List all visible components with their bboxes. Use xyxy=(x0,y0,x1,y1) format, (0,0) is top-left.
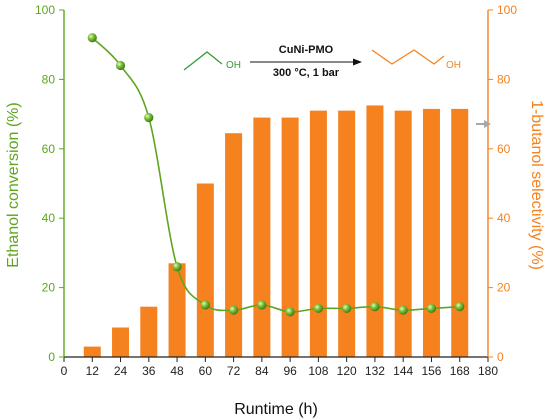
x-tick-label: 120 xyxy=(337,364,357,378)
conversion-point-168h xyxy=(455,302,465,312)
right-y-tick-label: 60 xyxy=(497,142,511,156)
left-y-tick-label: 20 xyxy=(42,281,56,295)
selectivity-bar-108h xyxy=(309,110,327,357)
x-tick-label: 12 xyxy=(86,364,100,378)
left-y-axis-title: Ethanol conversion (%) xyxy=(5,102,22,267)
selectivity-bar-156h xyxy=(422,108,440,358)
conversion-line xyxy=(91,37,460,313)
conversion-point-84h xyxy=(257,300,267,310)
tick-labels: 0 12 24 36 48 60 72 84 96 108 120 132 144 156 168 18002… xyxy=(35,3,517,378)
left-y-tick-label: 60 xyxy=(42,142,56,156)
conversion-point-12h xyxy=(87,33,97,43)
axes xyxy=(59,9,493,362)
x-tick-label: 132 xyxy=(365,364,385,378)
conversion-point-72h xyxy=(229,305,239,315)
conversion-point-108h xyxy=(313,303,323,314)
right-y-tick-label: 20 xyxy=(497,281,511,295)
x-tick-label: 108 xyxy=(308,364,328,378)
selectivity-bar-72h xyxy=(225,133,243,357)
selectivity-bar-144h xyxy=(394,110,412,357)
selectivity-bars xyxy=(83,105,469,358)
x-tick-label: 72 xyxy=(227,364,241,378)
reaction-arrowhead xyxy=(353,58,362,66)
selectivity-bar-24h xyxy=(112,327,130,357)
left-y-tick-label: 80 xyxy=(42,72,56,86)
x-tick-label: 168 xyxy=(450,364,470,378)
x-tick-label: 60 xyxy=(199,364,213,378)
conversion-point-120h xyxy=(342,303,352,314)
conversion-point-36h xyxy=(144,112,154,123)
x-tick-label: 144 xyxy=(393,364,413,378)
right-y-tick-label: 40 xyxy=(497,211,511,225)
left-y-tick-label: 0 xyxy=(48,350,55,364)
right-axis-indicator-arrow xyxy=(476,120,491,128)
conversion-point-24h xyxy=(115,60,126,71)
x-tick-label: 36 xyxy=(142,364,156,378)
right-y-axis-title: 1-butanol selectivity (%) xyxy=(528,100,545,270)
x-tick-label: 48 xyxy=(170,364,184,378)
right-y-tick-label: 0 xyxy=(497,350,504,364)
left-y-tick-label: 100 xyxy=(35,3,55,17)
selectivity-bar-60h xyxy=(196,183,214,357)
x-tick-label: 0 xyxy=(61,364,68,378)
product-oh-label: OH xyxy=(446,60,461,71)
ethanol-structure xyxy=(183,51,223,71)
selectivity-bar-96h xyxy=(281,117,299,357)
conversion-point-60h xyxy=(200,300,210,310)
selectivity-bar-168h xyxy=(451,108,469,358)
x-tick-label: 84 xyxy=(255,364,269,378)
x-tick-label: 156 xyxy=(421,364,441,378)
x-tick-label: 24 xyxy=(114,364,128,378)
selectivity-bar-120h xyxy=(338,110,356,357)
right-y-tick-label: 80 xyxy=(497,72,511,86)
reactant-oh-label: OH xyxy=(226,60,241,71)
x-tick-label: 180 xyxy=(478,364,498,378)
selectivity-bar-36h xyxy=(140,306,158,357)
left-y-tick-label: 40 xyxy=(42,211,56,225)
conversion-line-layer xyxy=(87,33,465,317)
catalyst-label: CuNi-PMO xyxy=(279,44,334,56)
selectivity-bar-84h xyxy=(253,117,271,357)
conversion-point-132h xyxy=(370,302,380,312)
selectivity-bar-12h xyxy=(83,346,101,357)
butanol-structure xyxy=(371,49,445,65)
conversion-point-48h xyxy=(172,262,182,272)
selectivity-bar-48h xyxy=(168,263,186,357)
right-y-tick-label: 100 xyxy=(497,3,517,17)
conversion-point-96h xyxy=(285,307,295,317)
x-tick-label: 96 xyxy=(283,364,297,378)
conditions-label: 300 °C, 1 bar xyxy=(273,67,340,79)
x-axis-title: Runtime (h) xyxy=(234,401,318,418)
conversion-point-156h xyxy=(426,303,437,314)
conversion-point-144h xyxy=(398,305,408,315)
selectivity-bar-132h xyxy=(366,105,384,357)
reaction-scheme: OH CuNi-PMO 300 °C, 1 bar OH xyxy=(183,44,461,79)
